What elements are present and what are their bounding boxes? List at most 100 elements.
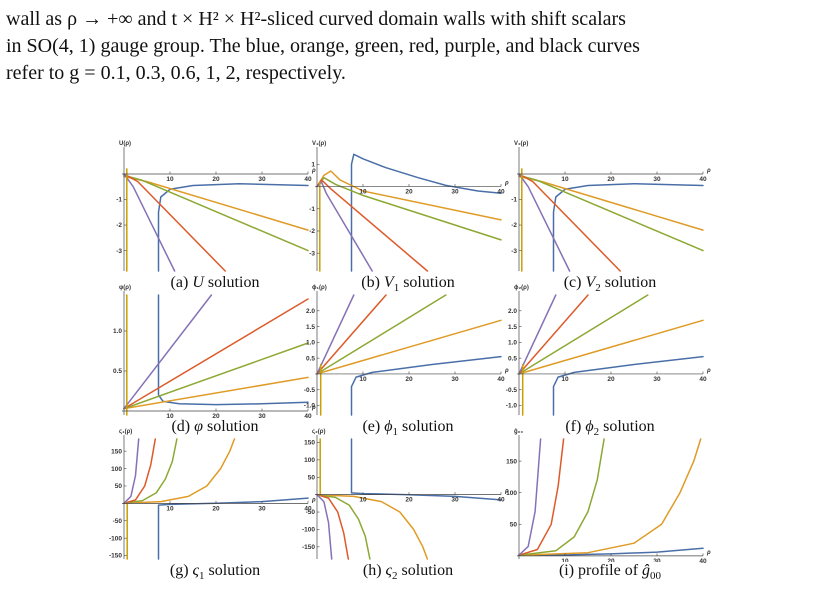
y-tick-label-g-5: -150 (109, 553, 122, 560)
x-tick-label-b-0: 10 (359, 189, 367, 196)
series-line-e-orange (316, 319, 502, 375)
caption-a: (a) U solution (110, 274, 320, 292)
x-axis-label-i: ρ (706, 550, 711, 556)
caption-b: (b) V1 solution (303, 274, 513, 294)
x-tick-label-a-1: 20 (212, 176, 220, 183)
caption-text-a: (a) U solution (168, 274, 262, 291)
figure-panel-c: 10 20 30 40 -1 -2 -3 ρ V₂(ρ) (c) V2 solution (505, 141, 715, 303)
series-line-g-purple (123, 438, 140, 505)
x-axis-label-h: ρ (504, 489, 509, 495)
caption-g: (g) ς1 solution (110, 562, 320, 582)
x-tick-label-h-3: 40 (497, 497, 505, 504)
series-line-e-blue (350, 355, 502, 416)
y-tick-label-h-3: -50 (306, 509, 316, 516)
x-tick-label-b-3: 40 (497, 189, 505, 196)
caption-text-d: (d) φ solution (169, 418, 261, 435)
y-tick-label-a-1: -2 (116, 222, 122, 229)
y-tick-label-i-1: 100 (506, 490, 517, 497)
series-line-h-orange (316, 493, 429, 560)
y-tick-label-b-0: 1 (311, 162, 315, 169)
y-axis-label-c: V₂(ρ) (514, 141, 528, 147)
x-tick-label-i-1: 20 (607, 558, 615, 565)
y-tick-label-g-3: -50 (113, 518, 123, 525)
y-tick-label-h-1: 100 (304, 457, 315, 464)
y-tick-label-f-5: -1.0 (506, 403, 518, 410)
y-tick-label-g-1: 100 (111, 466, 122, 473)
chart-g: 10 20 30 40 150 100 50 -50 -100 -150 ρ ς₁(ρ) (109, 429, 316, 560)
caption-h: (h) ς2 solution (303, 562, 513, 582)
y-tick-label-d-0: 0.5 (113, 368, 122, 375)
series-line-e-purple (316, 294, 355, 375)
series-line-i-orange (518, 438, 702, 556)
y-tick-label-e-0: 2.0 (306, 308, 315, 315)
y-axis-label-f: ϕ₂(ρ) (514, 285, 529, 291)
x-axis-label-c: ρ (706, 168, 711, 174)
y-tick-label-b-1: -1 (309, 206, 315, 213)
x-tick-label-h-0: 10 (359, 497, 367, 504)
series-line-b-blue (350, 153, 502, 272)
chart-c: 10 20 30 40 -1 -2 -3 ρ V₂(ρ) (511, 141, 711, 272)
chart-a: 10 20 30 40 -1 -2 -3 ρ U(ρ) (116, 141, 316, 272)
series-line-g-blue (157, 497, 309, 560)
caption-d: (d) φ solution (110, 418, 320, 436)
x-axis-label-e: ρ (504, 368, 509, 374)
series-line-e-green (316, 294, 447, 375)
figure-panel-d: 10 20 30 40 0.5 1.0 ρ φ(ρ) (d) φ solution (110, 285, 320, 447)
chart-h: 10 20 30 40 150 100 50 -50 -100 -150 ρ ς₂(ρ) (302, 429, 509, 560)
y-tick-label-h-4: -100 (302, 527, 315, 534)
x-tick-label-a-0: 10 (166, 176, 174, 183)
x-tick-label-e-1: 20 (405, 376, 413, 383)
series-line-f-orange (518, 319, 704, 375)
y-tick-label-a-2: -3 (116, 248, 122, 255)
x-axis-label-a: ρ (311, 168, 316, 174)
series-line-d-orange (123, 376, 309, 410)
chart-b: 10 20 30 40 1 -1 -2 -3 ρ V₁(ρ) (309, 141, 509, 272)
series-line-a-purple (123, 173, 176, 272)
y-tick-label-e-3: 0.5 (306, 355, 315, 362)
series-line-g-red (123, 438, 157, 505)
figure-panel-b: 10 20 30 40 1 -1 -2 -3 ρ V₁(ρ) (b) V1 solution (303, 141, 513, 303)
figure-panel-e: 10 20 30 40 2.0 1.5 1.0 0.5 -0.5 -1.0 ρ ϕ₁(ρ) (e) ϕ1… (303, 285, 513, 447)
figure-panel-f: 10 20 30 40 2.0 1.5 1.0 0.5 -0.5 -1.0 ρ ϕ₂(ρ) (f) ϕ2… (505, 285, 715, 447)
series-line-f-red (518, 294, 589, 375)
x-tick-label-f-0: 10 (561, 376, 569, 383)
x-tick-label-c-0: 10 (561, 176, 569, 183)
y-tick-label-f-0: 2.0 (508, 308, 517, 315)
series-line-i-purple (518, 438, 542, 556)
x-tick-label-a-2: 30 (258, 176, 266, 183)
figure-panel-a: 10 20 30 40 -1 -2 -3 ρ U(ρ) (a) U solution (110, 141, 320, 303)
x-axis-label-b: ρ (504, 181, 509, 187)
series-line-e-red (316, 294, 387, 375)
figure-panel-g: 10 20 30 40 150 100 50 -50 -100 -150 ρ ς₁(ρ) (g) ς1 … (109, 429, 320, 591)
intro-line-2: in SO(4, 1) gauge group. The blue, orang… (6, 35, 640, 57)
caption-text-c: (c) V2 solution (561, 274, 659, 295)
intro-line-1: wall as ρ → +∞ and t × H² × H²-sliced cu… (6, 8, 626, 30)
x-tick-label-c-1: 20 (607, 176, 615, 183)
series-line-f-blue (552, 355, 704, 416)
x-tick-label-g-0: 10 (166, 505, 174, 512)
intro-paragraph: wall as ρ → +∞ and t × H² × H²-sliced cu… (6, 6, 828, 87)
series-line-d-green (123, 342, 309, 410)
x-tick-label-e-3: 40 (497, 376, 505, 383)
caption-text-i: (i) profile of ĝ00 (556, 562, 664, 583)
x-tick-label-f-1: 20 (607, 376, 615, 383)
caption-f: (f) ϕ2 solution (505, 418, 715, 438)
y-tick-label-c-2: -3 (511, 248, 517, 255)
series-line-d-red (123, 298, 309, 410)
series-line-c-purple (518, 173, 571, 272)
x-tick-label-i-0: 10 (561, 558, 569, 565)
y-axis-label-e: ϕ₁(ρ) (312, 285, 327, 291)
x-axis-label-d: ρ (311, 405, 316, 411)
y-tick-label-f-1: 1.5 (508, 324, 517, 331)
series-line-d-blue (157, 294, 309, 406)
y-axis-label-d: φ(ρ) (119, 285, 131, 291)
y-tick-label-b-3: -3 (309, 250, 315, 257)
caption-text-g: (g) ς1 solution (167, 562, 263, 583)
caption-e: (e) ϕ1 solution (303, 418, 513, 438)
y-tick-label-g-2: 50 (115, 483, 123, 490)
figure-panel-h: 10 20 30 40 150 100 50 -50 -100 -150 ρ ς₂(ρ) (h) ς2 … (302, 429, 513, 591)
series-line-c-green (518, 174, 704, 252)
x-tick-label-c-2: 30 (653, 176, 661, 183)
x-tick-label-h-2: 30 (451, 497, 459, 504)
series-line-a-green (123, 174, 309, 252)
